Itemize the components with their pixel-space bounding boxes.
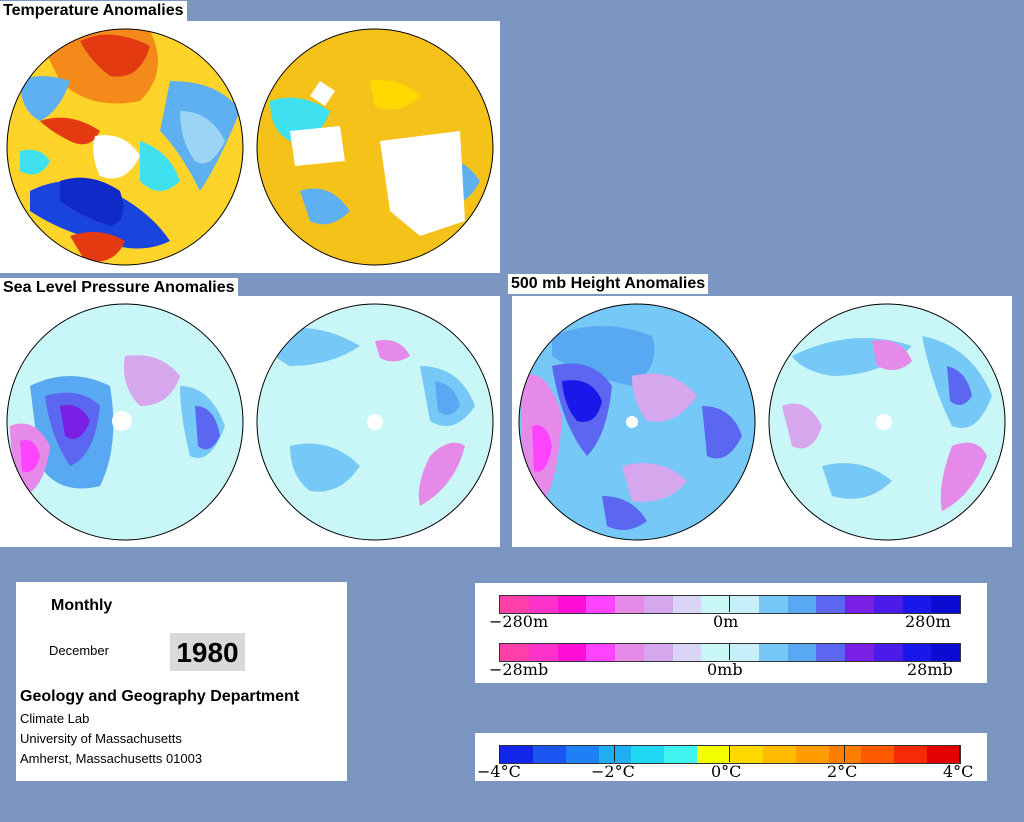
scale-swatch [586,596,615,613]
temperature-tick [844,745,845,762]
scale-swatch [565,746,599,763]
pressure-color-scale [499,643,961,662]
scale-swatch [500,644,529,661]
temperature-northern-hemisphere-map [6,28,244,266]
department-label: Geology and Geography Department [20,688,300,705]
temperature-label: 2°C [827,762,858,781]
temperature-title: Temperature Anomalies [0,1,187,21]
scale-swatch [795,746,829,763]
temperature-tick [729,745,730,762]
scale-swatch [500,596,529,613]
scale-swatch [828,746,862,763]
scale-swatch [586,644,615,661]
slp-southern-hemisphere-map [256,303,494,541]
scale-swatch [557,596,587,613]
temperature-panel [0,21,500,273]
scale-swatch [631,746,665,763]
scale-swatch [672,644,702,661]
height-zero-label: 0m [713,612,739,631]
scale-swatch [557,644,587,661]
scale-swatch [816,644,845,661]
temperature-label: −2°C [591,762,635,781]
scale-swatch [845,644,874,661]
address-line: University of Massachusetts [20,731,182,746]
scale-swatch [643,596,673,613]
temperature-label: −4°C [477,762,521,781]
scale-swatch [615,644,644,661]
temperature-southern-hemisphere-map [256,28,494,266]
scale-swatch [730,746,763,763]
temperature-label: 4°C [943,762,974,781]
scale-swatch [532,746,566,763]
height-panel [512,296,1012,547]
pressure-min-label: −28mb [489,660,549,679]
temperature-tick [614,745,615,762]
scale-swatch [500,746,533,763]
scale-swatch [697,746,731,763]
scale-swatch [861,746,895,763]
scale-swatch [643,644,673,661]
scale-swatch [528,596,558,613]
temperature-legend: −4°C −2°C 0°C 2°C 4°C [475,733,987,781]
scale-swatch [701,644,730,661]
height-color-scale [499,595,961,614]
info-panel: Monthly December 1980 Geology and Geogra… [16,582,347,781]
anomaly-legend: −280m 0m 280m −28mb 0mb 28mb [475,583,987,683]
pressure-zero-label: 0mb [707,660,743,679]
scale-swatch [615,596,644,613]
scale-swatch [845,596,874,613]
scale-swatch [873,596,903,613]
scale-swatch [927,746,961,763]
height-title: 500 mb Height Anomalies [508,274,709,294]
address-line: Climate Lab [20,711,90,726]
height-max-label: 280m [905,612,951,631]
slp-northern-hemisphere-map [6,303,244,541]
scale-swatch [787,644,817,661]
temperature-tick [959,745,960,762]
slp-title: Sea Level Pressure Anomalies [0,278,238,298]
scale-swatch [701,596,730,613]
scale-swatch [816,596,845,613]
year-label: 1980 [170,633,245,671]
height-zero-tick [729,595,730,612]
slp-panel [0,296,500,547]
scale-swatch [931,596,960,613]
scale-swatch [598,746,632,763]
address-line: Amherst, Massachusetts 01003 [20,751,203,766]
scale-swatch [762,746,796,763]
temperature-color-scale [499,745,961,764]
scale-swatch [664,746,698,763]
scale-swatch [873,644,903,661]
pressure-zero-tick [729,643,730,660]
scale-swatch [528,644,558,661]
temperature-label: 0°C [711,762,742,781]
scale-swatch [894,746,928,763]
scale-swatch [758,644,788,661]
month-label: December [49,643,109,658]
scale-swatch [730,644,759,661]
temperature-tick [499,745,500,762]
scale-swatch [787,596,817,613]
scale-swatch [902,644,932,661]
period-label: Monthly [51,597,113,614]
height-northern-hemisphere-map [518,303,756,541]
pressure-max-label: 28mb [907,660,953,679]
scale-swatch [730,596,759,613]
scale-swatch [931,644,960,661]
height-southern-hemisphere-map [768,303,1006,541]
height-min-label: −280m [489,612,549,631]
scale-swatch [758,596,788,613]
scale-swatch [672,596,702,613]
scale-swatch [902,596,932,613]
